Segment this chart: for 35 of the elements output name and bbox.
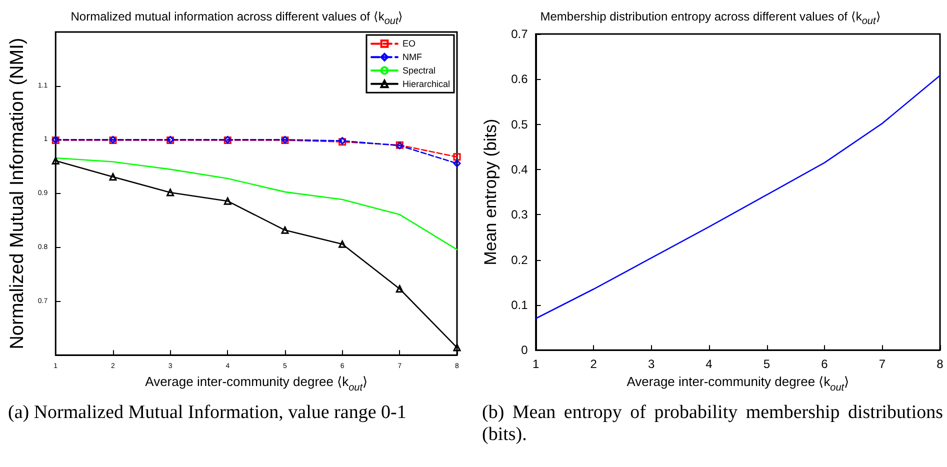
point: [453, 344, 461, 352]
y-tick-label: 0.4: [511, 162, 528, 176]
x-tick-label: 2: [590, 357, 598, 372]
y-tick-label: 0.1: [511, 298, 528, 312]
point: [281, 226, 289, 234]
y-axis-title: Normalized Mutual Information (NMI): [7, 38, 28, 350]
y-tick-label: 0.5: [511, 117, 528, 132]
legend-label: NMF: [402, 52, 422, 62]
y-tick-label: 0: [521, 343, 528, 358]
point: [338, 240, 346, 248]
point: [109, 173, 117, 181]
legend-label: Spectral: [402, 66, 436, 76]
x-tick-label: 3: [648, 357, 655, 372]
x-tick-label: 1: [532, 357, 540, 372]
y-tick-label: 0.2: [511, 252, 528, 267]
x-tick-label: 4: [706, 357, 713, 372]
legend-label: EO: [402, 38, 416, 49]
x-tick-label: 6: [821, 357, 828, 372]
point: [224, 197, 232, 205]
point: [396, 285, 404, 293]
x-tick-label: 7: [878, 357, 886, 372]
legend-label: Hierarchical: [402, 78, 450, 89]
line-series: [535, 74, 941, 320]
y-tick-label: 0.3: [511, 208, 528, 222]
point: [166, 188, 174, 196]
point: [52, 156, 60, 164]
y-axis-title: Mean entropy (bits): [481, 118, 500, 266]
point: [453, 153, 461, 161]
x-tick-label: 8: [936, 357, 944, 372]
y-tick-label: 0.7: [511, 27, 528, 41]
x-tick-label: 5: [763, 357, 770, 372]
y-tick-label: 0.6: [511, 72, 528, 86]
text: (b) Mean entropy of probability membership distributions (bits).: [482, 402, 943, 446]
text: (a) Normalized Mutual Information, value range 0-1: [8, 402, 408, 424]
point: [453, 160, 461, 168]
